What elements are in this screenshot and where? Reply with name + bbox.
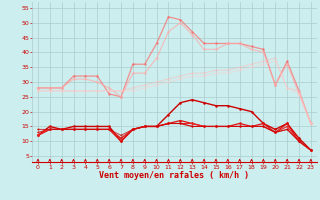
X-axis label: Vent moyen/en rafales ( km/h ): Vent moyen/en rafales ( km/h ) [100, 171, 249, 180]
